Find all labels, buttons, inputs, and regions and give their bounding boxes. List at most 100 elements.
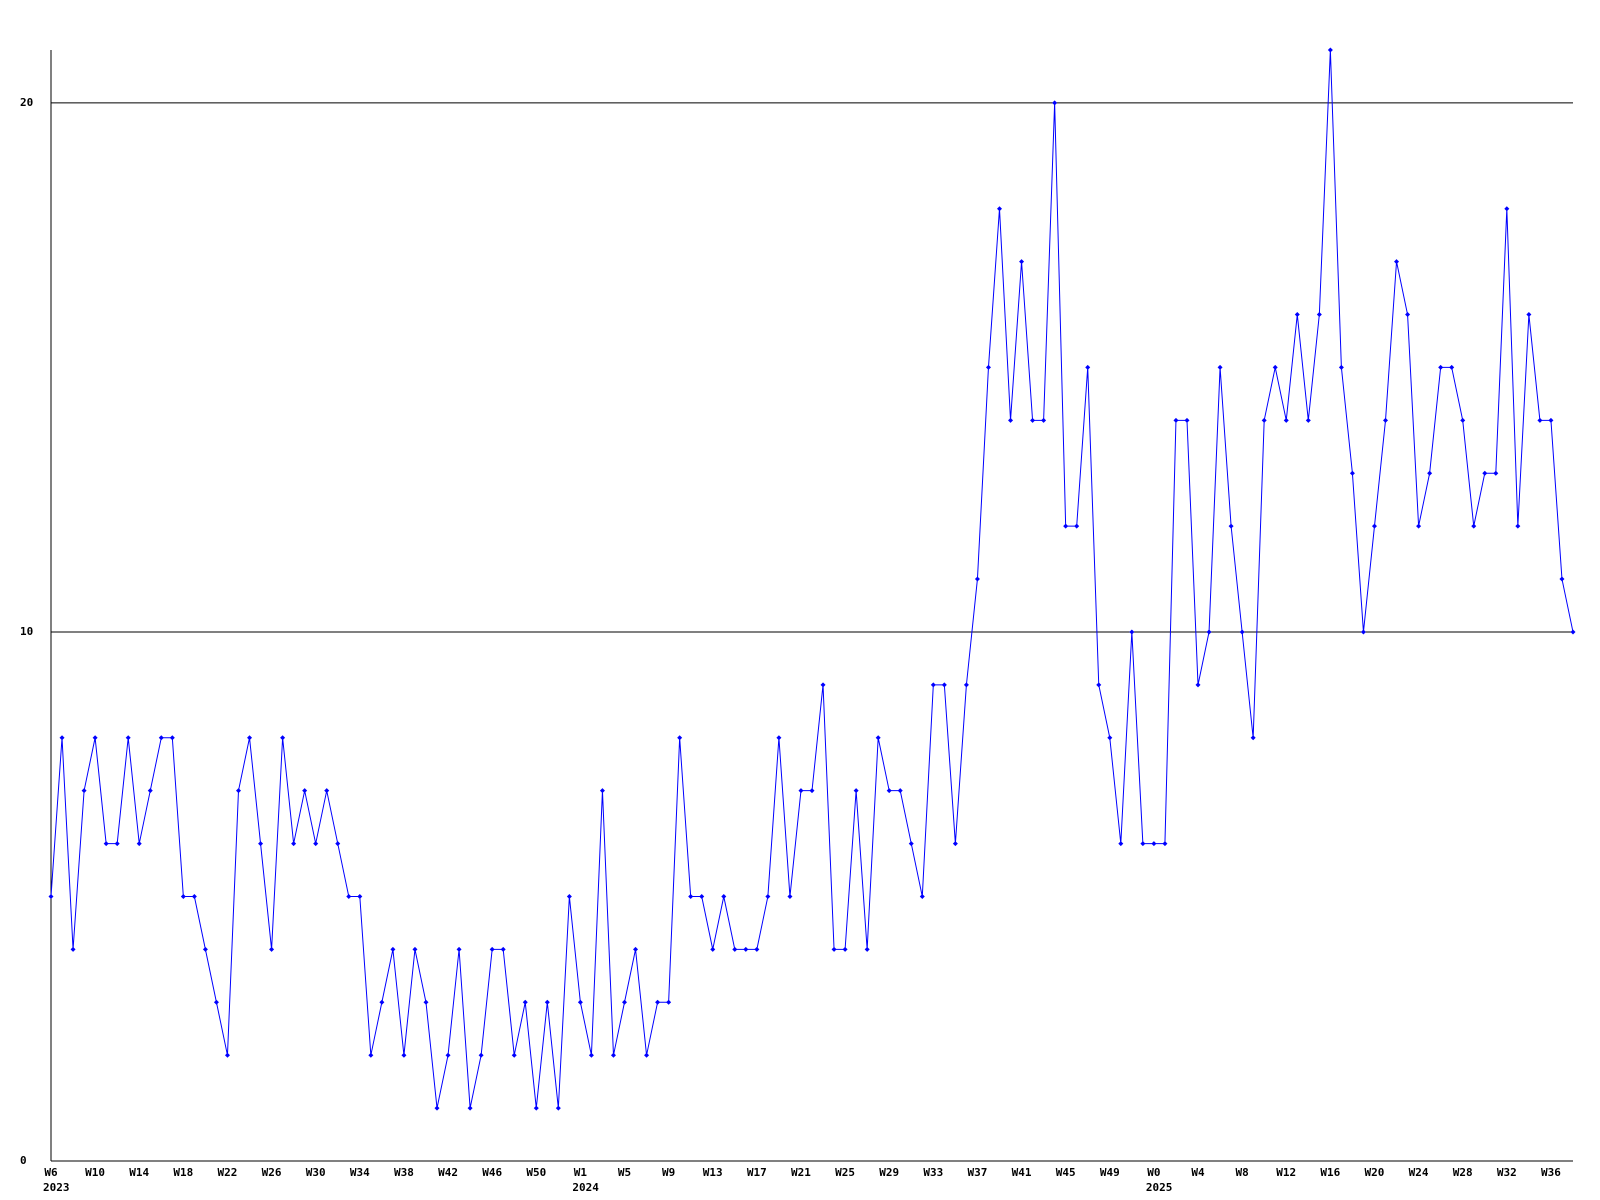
point bbox=[1360, 629, 1366, 635]
point bbox=[1063, 523, 1069, 529]
point bbox=[633, 946, 639, 952]
point bbox=[666, 999, 672, 1005]
point bbox=[423, 999, 429, 1005]
point bbox=[1294, 312, 1300, 318]
x-tick-label: W25 bbox=[835, 1166, 855, 1179]
x-tick-label: W1 bbox=[574, 1166, 588, 1179]
point bbox=[379, 999, 385, 1005]
point bbox=[809, 788, 815, 794]
point bbox=[191, 893, 197, 899]
point bbox=[1096, 682, 1102, 688]
point bbox=[930, 682, 936, 688]
point bbox=[401, 1052, 407, 1058]
point bbox=[1305, 417, 1311, 423]
point bbox=[1008, 417, 1014, 423]
point bbox=[1316, 312, 1322, 318]
point bbox=[1162, 841, 1168, 847]
point bbox=[180, 893, 186, 899]
point bbox=[743, 946, 749, 952]
point bbox=[787, 893, 793, 899]
point bbox=[776, 735, 782, 741]
point bbox=[732, 946, 738, 952]
point bbox=[1052, 100, 1058, 106]
x-tick-label: W16 bbox=[1320, 1166, 1340, 1179]
x-tick-label: W50 bbox=[526, 1166, 546, 1179]
x-tick-label: W20 bbox=[1365, 1166, 1385, 1179]
point bbox=[699, 893, 705, 899]
point bbox=[478, 1052, 484, 1058]
point bbox=[1272, 364, 1278, 370]
x-tick-label: W21 bbox=[791, 1166, 811, 1179]
point bbox=[59, 735, 65, 741]
x-tick-label: W33 bbox=[923, 1166, 943, 1179]
point bbox=[864, 946, 870, 952]
point bbox=[886, 788, 892, 794]
point bbox=[655, 999, 661, 1005]
point bbox=[875, 735, 881, 741]
point bbox=[1184, 417, 1190, 423]
point bbox=[566, 893, 572, 899]
x-tick-label: W10 bbox=[85, 1166, 105, 1179]
point bbox=[1504, 206, 1510, 212]
x-year-label: 2023 bbox=[43, 1181, 70, 1194]
point bbox=[1383, 417, 1389, 423]
point bbox=[1570, 629, 1576, 635]
point bbox=[235, 788, 241, 794]
point bbox=[897, 788, 903, 794]
point bbox=[754, 946, 760, 952]
x-tick-label: W34 bbox=[350, 1166, 370, 1179]
point bbox=[842, 946, 848, 952]
x-tick-label: W9 bbox=[662, 1166, 675, 1179]
point bbox=[511, 1052, 517, 1058]
point bbox=[1074, 523, 1080, 529]
point bbox=[610, 1052, 616, 1058]
x-tick-label: W18 bbox=[173, 1166, 193, 1179]
point bbox=[721, 893, 727, 899]
point bbox=[1173, 417, 1179, 423]
x-tick-label: W14 bbox=[129, 1166, 149, 1179]
point bbox=[280, 735, 286, 741]
point bbox=[291, 841, 297, 847]
point bbox=[1107, 735, 1113, 741]
x-tick-label: W38 bbox=[394, 1166, 414, 1179]
point bbox=[1438, 364, 1444, 370]
point bbox=[324, 788, 330, 794]
x-tick-label: W45 bbox=[1056, 1166, 1076, 1179]
x-tick-label: W41 bbox=[1012, 1166, 1032, 1179]
point bbox=[147, 788, 153, 794]
y-tick-label: 0 bbox=[20, 1154, 27, 1167]
point bbox=[908, 841, 914, 847]
x-tick-label: W29 bbox=[879, 1166, 899, 1179]
point bbox=[390, 946, 396, 952]
point bbox=[952, 841, 958, 847]
x-tick-label: W17 bbox=[747, 1166, 767, 1179]
x-tick-label: W0 bbox=[1147, 1166, 1160, 1179]
point bbox=[555, 1105, 561, 1111]
point bbox=[1482, 470, 1488, 476]
point bbox=[1261, 417, 1267, 423]
point bbox=[346, 893, 352, 899]
point bbox=[434, 1105, 440, 1111]
point bbox=[81, 788, 87, 794]
point bbox=[710, 946, 716, 952]
line bbox=[50, 49, 1574, 1109]
point bbox=[1526, 312, 1532, 318]
point bbox=[1140, 841, 1146, 847]
point bbox=[1416, 523, 1422, 529]
point bbox=[1537, 417, 1543, 423]
point bbox=[412, 946, 418, 952]
point bbox=[1151, 841, 1157, 847]
point bbox=[368, 1052, 374, 1058]
point bbox=[644, 1052, 650, 1058]
point bbox=[224, 1052, 230, 1058]
point bbox=[489, 946, 495, 952]
point bbox=[1471, 523, 1477, 529]
point bbox=[798, 788, 804, 794]
point bbox=[302, 788, 308, 794]
point bbox=[48, 893, 54, 899]
point bbox=[1118, 841, 1124, 847]
point bbox=[622, 999, 628, 1005]
point bbox=[445, 1052, 451, 1058]
point bbox=[1206, 629, 1212, 635]
